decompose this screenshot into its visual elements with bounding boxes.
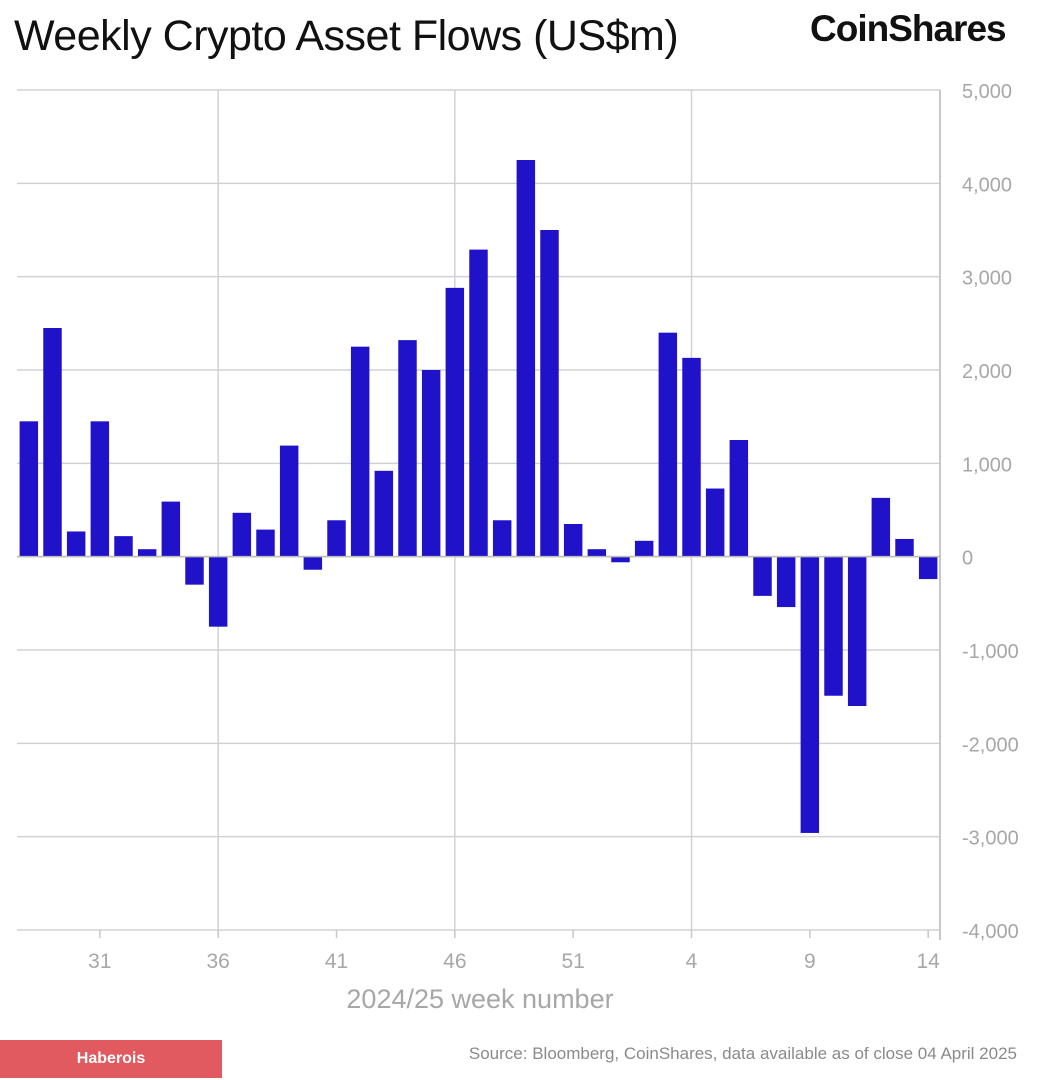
y-tick-label: 0 [962, 548, 973, 570]
y-tick-label: 4,000 [962, 174, 1012, 196]
bar [43, 328, 62, 557]
bar [421, 370, 441, 557]
y-tick-label: -2,000 [962, 734, 1019, 756]
bar [918, 556, 938, 580]
y-tick-label: 2,000 [962, 361, 1012, 383]
x-tick-label: 41 [325, 950, 348, 973]
bar [232, 512, 252, 557]
x-tick-label: 9 [804, 950, 816, 973]
bar [753, 556, 772, 596]
y-tick-label: -1,000 [962, 641, 1019, 663]
bar [19, 421, 39, 557]
bar [824, 556, 843, 696]
bar [847, 556, 867, 706]
x-tick-label: 4 [686, 950, 698, 973]
bar [445, 287, 465, 557]
bar [682, 357, 701, 557]
bar [114, 536, 133, 557]
y-tick-label: -4,000 [962, 921, 1019, 943]
bar [161, 501, 181, 557]
bar [634, 540, 654, 557]
bar [327, 520, 346, 557]
x-axis-title: 2024/25 week number [346, 984, 613, 1014]
bar [303, 556, 323, 570]
x-axis-labels: 31 36 41 46 51 4 9 14 [88, 950, 940, 973]
y-tick-label: 5,000 [962, 81, 1012, 103]
bar [185, 556, 204, 585]
bar [611, 556, 630, 563]
haberois-badge: Haberois [0, 1040, 222, 1078]
bar [492, 520, 512, 557]
bar [800, 556, 820, 833]
bar-chart: 5,000 4,000 3,000 2,000 1,000 0 -1,000 -2,000 -3… [17, 81, 1019, 1014]
bar [350, 346, 370, 557]
bar [776, 556, 796, 608]
y-tick-label: -3,000 [962, 828, 1019, 850]
bar [66, 531, 86, 557]
bar [705, 488, 725, 557]
y-axis-labels: 5,000 4,000 3,000 2,000 1,000 0 -1,000 -2,000 -3… [962, 81, 1019, 943]
bar [398, 340, 417, 557]
chart-bars [17, 160, 940, 833]
x-tick-label: 36 [206, 950, 229, 973]
bar [90, 421, 110, 557]
coinshares-logo: CoinShares [810, 8, 1007, 49]
chart-title: Weekly Crypto Asset Flows (US$m) [14, 12, 679, 60]
y-tick-label: 3,000 [962, 268, 1012, 290]
source-note: Source: Bloomberg, CoinShares, data avai… [468, 1044, 1017, 1063]
bar [137, 549, 157, 557]
bar [516, 160, 536, 557]
bar [871, 497, 891, 557]
x-tick-label: 31 [88, 950, 111, 973]
bar [895, 538, 914, 557]
bar [279, 445, 299, 557]
bar [469, 249, 488, 557]
bar [658, 332, 678, 557]
y-tick-label: 1,000 [962, 454, 1012, 476]
bar [256, 529, 275, 557]
bar [208, 556, 228, 627]
bar [540, 230, 559, 557]
x-tick-label: 14 [916, 950, 940, 973]
bar [587, 549, 607, 557]
bar [729, 440, 749, 557]
bar [374, 470, 394, 557]
x-tick-label: 51 [561, 950, 584, 973]
x-tick-label: 46 [443, 950, 466, 973]
bar [563, 524, 583, 557]
